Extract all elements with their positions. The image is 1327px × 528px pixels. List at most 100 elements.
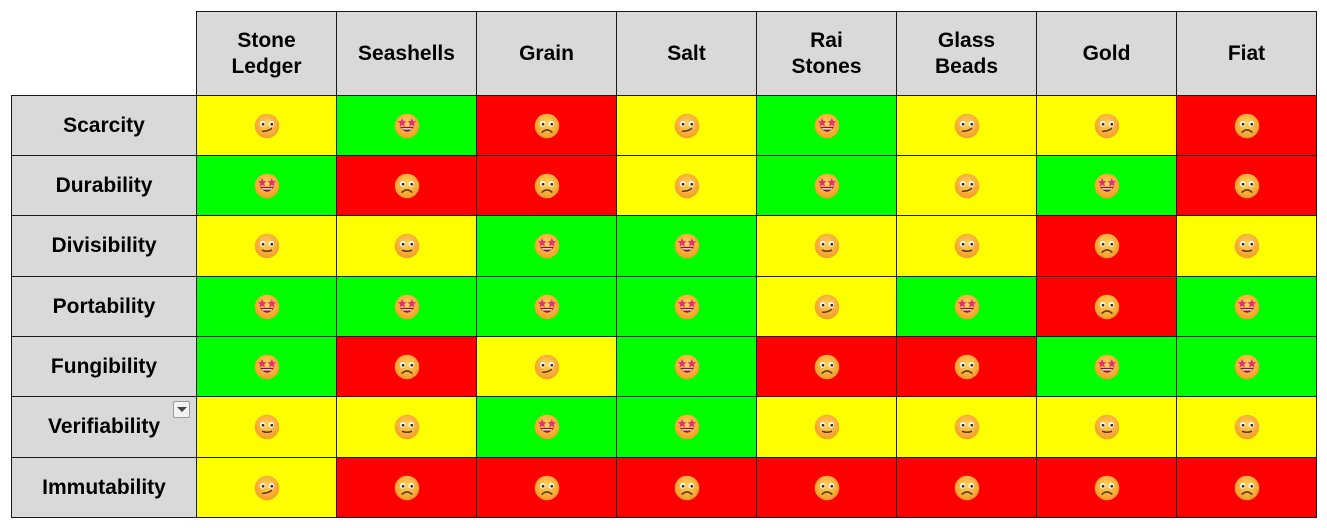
column-header-rai-stones: Rai Stones: [756, 11, 897, 96]
confused-face-icon: [954, 173, 979, 198]
rating-cell: [1036, 336, 1177, 397]
grimacing-face-icon: [1234, 414, 1259, 440]
star-struck-icon: [254, 294, 279, 319]
row-header-divisibility: Divisibility: [11, 215, 197, 277]
star-struck-icon: [1234, 294, 1259, 319]
rating-cell: [336, 95, 477, 156]
rating-cell: [1036, 396, 1177, 458]
frowning-face-icon: [1234, 173, 1259, 198]
grimacing-face-icon: [254, 233, 279, 259]
star-struck-icon: [954, 294, 979, 319]
row-header-verifiability: Verifiability: [11, 396, 197, 458]
rating-cell: [1036, 155, 1177, 216]
grimacing-face-icon: [394, 414, 419, 440]
rating-cell: [1036, 276, 1177, 337]
frowning-face-icon: [814, 475, 839, 500]
confused-face-icon: [254, 113, 279, 138]
rating-cell: [336, 457, 477, 518]
star-struck-icon: [534, 294, 559, 319]
grimacing-face-icon: [954, 414, 979, 440]
rating-cell: [196, 336, 337, 397]
rating-cell: [476, 457, 617, 518]
frowning-face-icon: [1094, 475, 1119, 500]
rating-cell: [336, 155, 477, 216]
rating-cell: [336, 215, 477, 277]
rating-cell: [756, 457, 897, 518]
frowning-face-icon: [954, 354, 979, 379]
star-struck-icon: [1094, 173, 1119, 198]
rating-cell: [476, 276, 617, 337]
rating-cell: [336, 336, 477, 397]
star-struck-icon: [674, 233, 699, 259]
rating-cell: [1176, 457, 1317, 518]
star-struck-icon: [254, 354, 279, 379]
rating-cell: [616, 276, 757, 337]
frowning-face-icon: [1094, 233, 1119, 259]
rating-cell: [476, 155, 617, 216]
star-struck-icon: [1234, 354, 1259, 379]
filter-dropdown-icon[interactable]: [173, 401, 190, 418]
frowning-face-icon: [534, 475, 559, 500]
confused-face-icon: [1094, 113, 1119, 138]
column-header-seashells: Seashells: [336, 11, 477, 96]
rating-cell: [336, 396, 477, 458]
rating-cell: [1176, 95, 1317, 156]
row-header-durability: Durability: [11, 155, 197, 216]
confused-face-icon: [534, 354, 559, 379]
grimacing-face-icon: [814, 414, 839, 440]
frowning-face-icon: [534, 173, 559, 198]
star-struck-icon: [814, 113, 839, 138]
star-struck-icon: [1094, 354, 1119, 379]
rating-cell: [1176, 336, 1317, 397]
rating-cell: [896, 95, 1037, 156]
rating-cell: [616, 336, 757, 397]
rating-cell: [896, 336, 1037, 397]
star-struck-icon: [674, 414, 699, 440]
rating-cell: [616, 396, 757, 458]
rating-cell: [476, 396, 617, 458]
row-header-portability: Portability: [11, 276, 197, 337]
star-struck-icon: [534, 414, 559, 440]
row-header-scarcity: Scarcity: [11, 95, 197, 156]
frowning-face-icon: [674, 475, 699, 500]
rating-cell: [896, 215, 1037, 277]
grimacing-face-icon: [954, 233, 979, 259]
rating-cell: [896, 276, 1037, 337]
rating-cell: [896, 396, 1037, 458]
star-struck-icon: [254, 173, 279, 198]
grimacing-face-icon: [1094, 414, 1119, 440]
rating-cell: [616, 215, 757, 277]
column-header-fiat: Fiat: [1176, 11, 1317, 96]
confused-face-icon: [254, 475, 279, 500]
rating-cell: [196, 457, 337, 518]
rating-cell: [1036, 215, 1177, 277]
confused-face-icon: [814, 294, 839, 319]
rating-cell: [616, 95, 757, 156]
rating-cell: [1036, 95, 1177, 156]
rating-cell: [756, 396, 897, 458]
grimacing-face-icon: [814, 233, 839, 259]
frowning-face-icon: [394, 475, 419, 500]
rating-cell: [336, 276, 477, 337]
column-header-gold: Gold: [1036, 11, 1177, 96]
star-struck-icon: [674, 354, 699, 379]
rating-cell: [1176, 396, 1317, 458]
rating-cell: [196, 95, 337, 156]
column-header-grain: Grain: [476, 11, 617, 96]
rating-cell: [196, 396, 337, 458]
column-header-glass-beads: Glass Beads: [896, 11, 1037, 96]
row-header-fungibility: Fungibility: [11, 336, 197, 397]
confused-face-icon: [674, 173, 699, 198]
frowning-face-icon: [1094, 294, 1119, 319]
confused-face-icon: [674, 113, 699, 138]
confused-face-icon: [954, 113, 979, 138]
rating-cell: [756, 336, 897, 397]
rating-cell: [196, 276, 337, 337]
rating-cell: [1036, 457, 1177, 518]
frowning-face-icon: [1234, 113, 1259, 138]
frowning-face-icon: [954, 475, 979, 500]
grimacing-face-icon: [394, 233, 419, 259]
star-struck-icon: [814, 173, 839, 198]
frowning-face-icon: [814, 354, 839, 379]
